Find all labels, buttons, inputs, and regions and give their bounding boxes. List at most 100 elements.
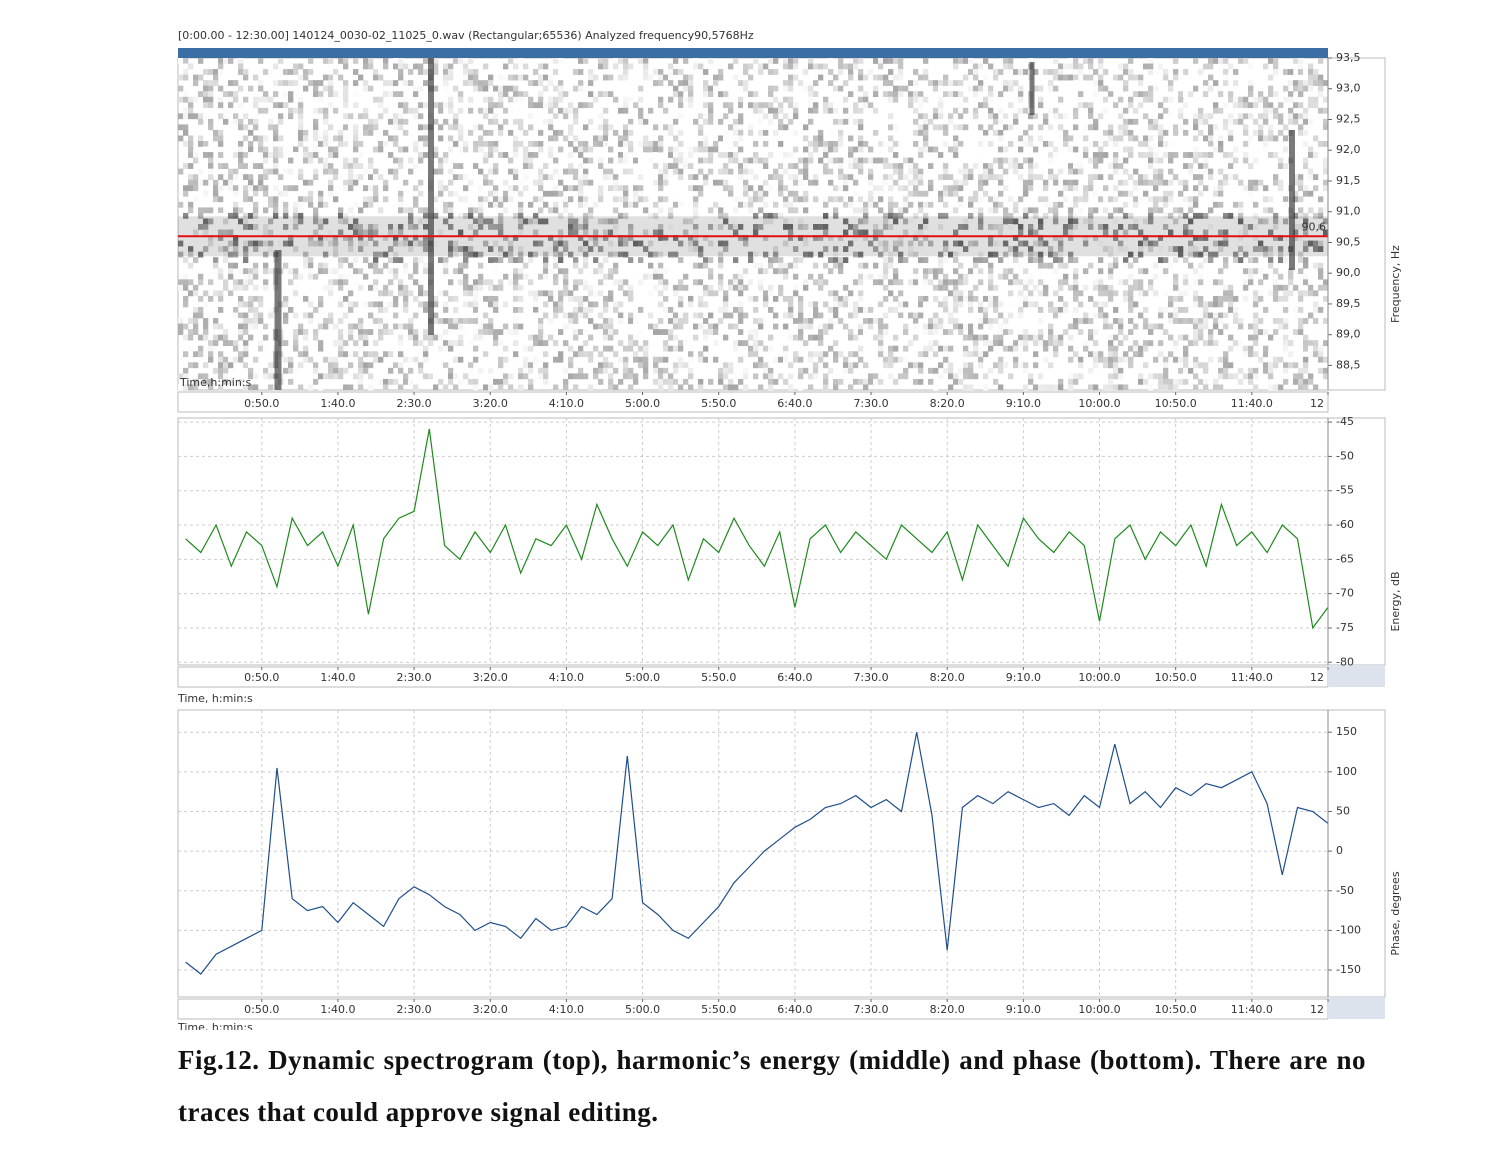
spectrogram-cell <box>1193 124 1199 131</box>
spectrogram-cell <box>328 102 334 109</box>
spectrogram-cell <box>553 168 559 175</box>
spectrogram-cell <box>788 301 794 308</box>
spectrogram-cell <box>953 257 959 264</box>
spectrogram-cell <box>963 334 969 341</box>
spectrogram-cell <box>938 373 944 380</box>
spectrogram-cell <box>1013 279 1019 286</box>
spectrogram-cell <box>698 384 704 391</box>
spectrogram-cell <box>338 141 344 147</box>
spectrogram-cell <box>938 224 944 230</box>
spectrogram-cell <box>358 373 364 380</box>
spectrogram-cell <box>253 212 259 219</box>
spectrogram-cell <box>918 96 924 103</box>
spectrogram-cell <box>933 329 939 335</box>
spectrogram-cell <box>1003 207 1009 214</box>
spectrogram-cell <box>553 58 559 64</box>
spectrogram-cell <box>263 240 269 247</box>
spectrogram-cell <box>763 235 769 241</box>
spectrogram-cell <box>988 273 994 280</box>
spectrogram-cell <box>1178 334 1184 341</box>
spectrogram-cell <box>928 340 934 347</box>
spectrogram-cell <box>673 323 679 330</box>
spectrogram-cell <box>543 102 549 109</box>
spectrogram-cell <box>1093 279 1099 286</box>
spectrogram-cell <box>1178 107 1184 114</box>
spectrogram-cell <box>718 212 724 219</box>
spectrogram-cell <box>1083 268 1089 275</box>
spectrogram-cell <box>978 257 984 264</box>
spectrogram-cell <box>748 279 754 286</box>
spectrogram-cell <box>948 251 954 258</box>
spectrogram-cell <box>273 129 279 136</box>
spectrogram-cell <box>1078 373 1084 380</box>
spectrogram-cell <box>313 124 319 131</box>
spectrogram-cell <box>1093 118 1099 125</box>
spectrogram-cell <box>253 96 259 103</box>
spectrogram-cell <box>718 168 724 175</box>
spectrogram-cell <box>243 174 249 181</box>
spectrogram-cell <box>238 218 244 225</box>
spectrogram-cell <box>328 229 334 236</box>
spectrogram-cell <box>1208 152 1214 158</box>
spectrogram-cell <box>623 356 629 363</box>
spectrogram-cell <box>883 163 889 169</box>
spectrogram-cell <box>1213 295 1219 302</box>
spectrogram-cell <box>1013 273 1019 280</box>
spectrogram-cell <box>933 113 939 120</box>
spectrogram-cell <box>803 157 809 164</box>
spectrogram-cell <box>513 63 519 70</box>
spectrogram-cell <box>1088 124 1094 131</box>
spectrogram-cell <box>778 257 784 264</box>
spectrogram-cell <box>1063 74 1069 81</box>
spectrogram-cell <box>1018 262 1024 269</box>
spectrogram-cell <box>638 118 644 125</box>
spectrogram-cell <box>183 334 189 341</box>
spectrogram-cell <box>693 312 699 319</box>
spectrogram-cell <box>1098 351 1104 358</box>
spectrogram-cell <box>1133 168 1139 175</box>
spectrogram-cell <box>623 135 629 142</box>
spectrogram-cell <box>1213 240 1219 247</box>
spectrogram-cell <box>408 212 414 219</box>
spectrogram-cell <box>303 262 309 269</box>
spectrogram-cell <box>338 58 344 64</box>
spectrogram-cell <box>963 351 969 358</box>
spectrogram-cell <box>863 307 869 313</box>
spectrogram-cell <box>433 301 439 308</box>
spectrogram-cell <box>1093 384 1099 391</box>
spectrogram-cell <box>1168 262 1174 269</box>
spectrogram-cell <box>983 351 989 358</box>
spectrogram-cell <box>683 273 689 280</box>
spectrogram-cell <box>1188 229 1194 236</box>
spectrogram-cell <box>688 218 694 225</box>
spectrogram-cell <box>628 235 634 241</box>
spectrogram-cell <box>753 69 759 75</box>
spectrogram-cell <box>788 218 794 225</box>
spectrogram-cell <box>1173 295 1179 302</box>
spectrogram-cell <box>268 268 274 275</box>
spectrogram-cell <box>553 85 559 92</box>
spectrogram-cell <box>318 235 324 241</box>
spectrogram-cell <box>238 295 244 302</box>
spectrogram-cell <box>998 146 1004 153</box>
spectrogram-cell <box>843 367 849 374</box>
spectrogram-cell <box>1133 118 1139 125</box>
spectrogram-cell <box>1063 196 1069 203</box>
spectrogram-cell <box>998 323 1004 330</box>
spectrogram-cell <box>678 295 684 302</box>
spectrogram-cell <box>223 334 229 341</box>
spectrogram-cell <box>1053 307 1059 313</box>
spectrogram-cell <box>1038 102 1044 109</box>
spectrogram-cell <box>533 295 539 302</box>
spectrogram-cell <box>938 196 944 203</box>
spectrogram-cell <box>713 279 719 286</box>
spectrogram-cell <box>338 279 344 286</box>
spectrogram-cell <box>1073 168 1079 175</box>
spectrogram-cell <box>1213 251 1219 258</box>
spectrogram-cell <box>623 69 629 75</box>
spectrogram-cell <box>343 218 349 225</box>
spectrogram-cell <box>578 307 584 313</box>
spectrogram-cell <box>328 318 334 324</box>
spectrogram-cell <box>578 351 584 358</box>
spectrogram-cell <box>768 91 774 98</box>
